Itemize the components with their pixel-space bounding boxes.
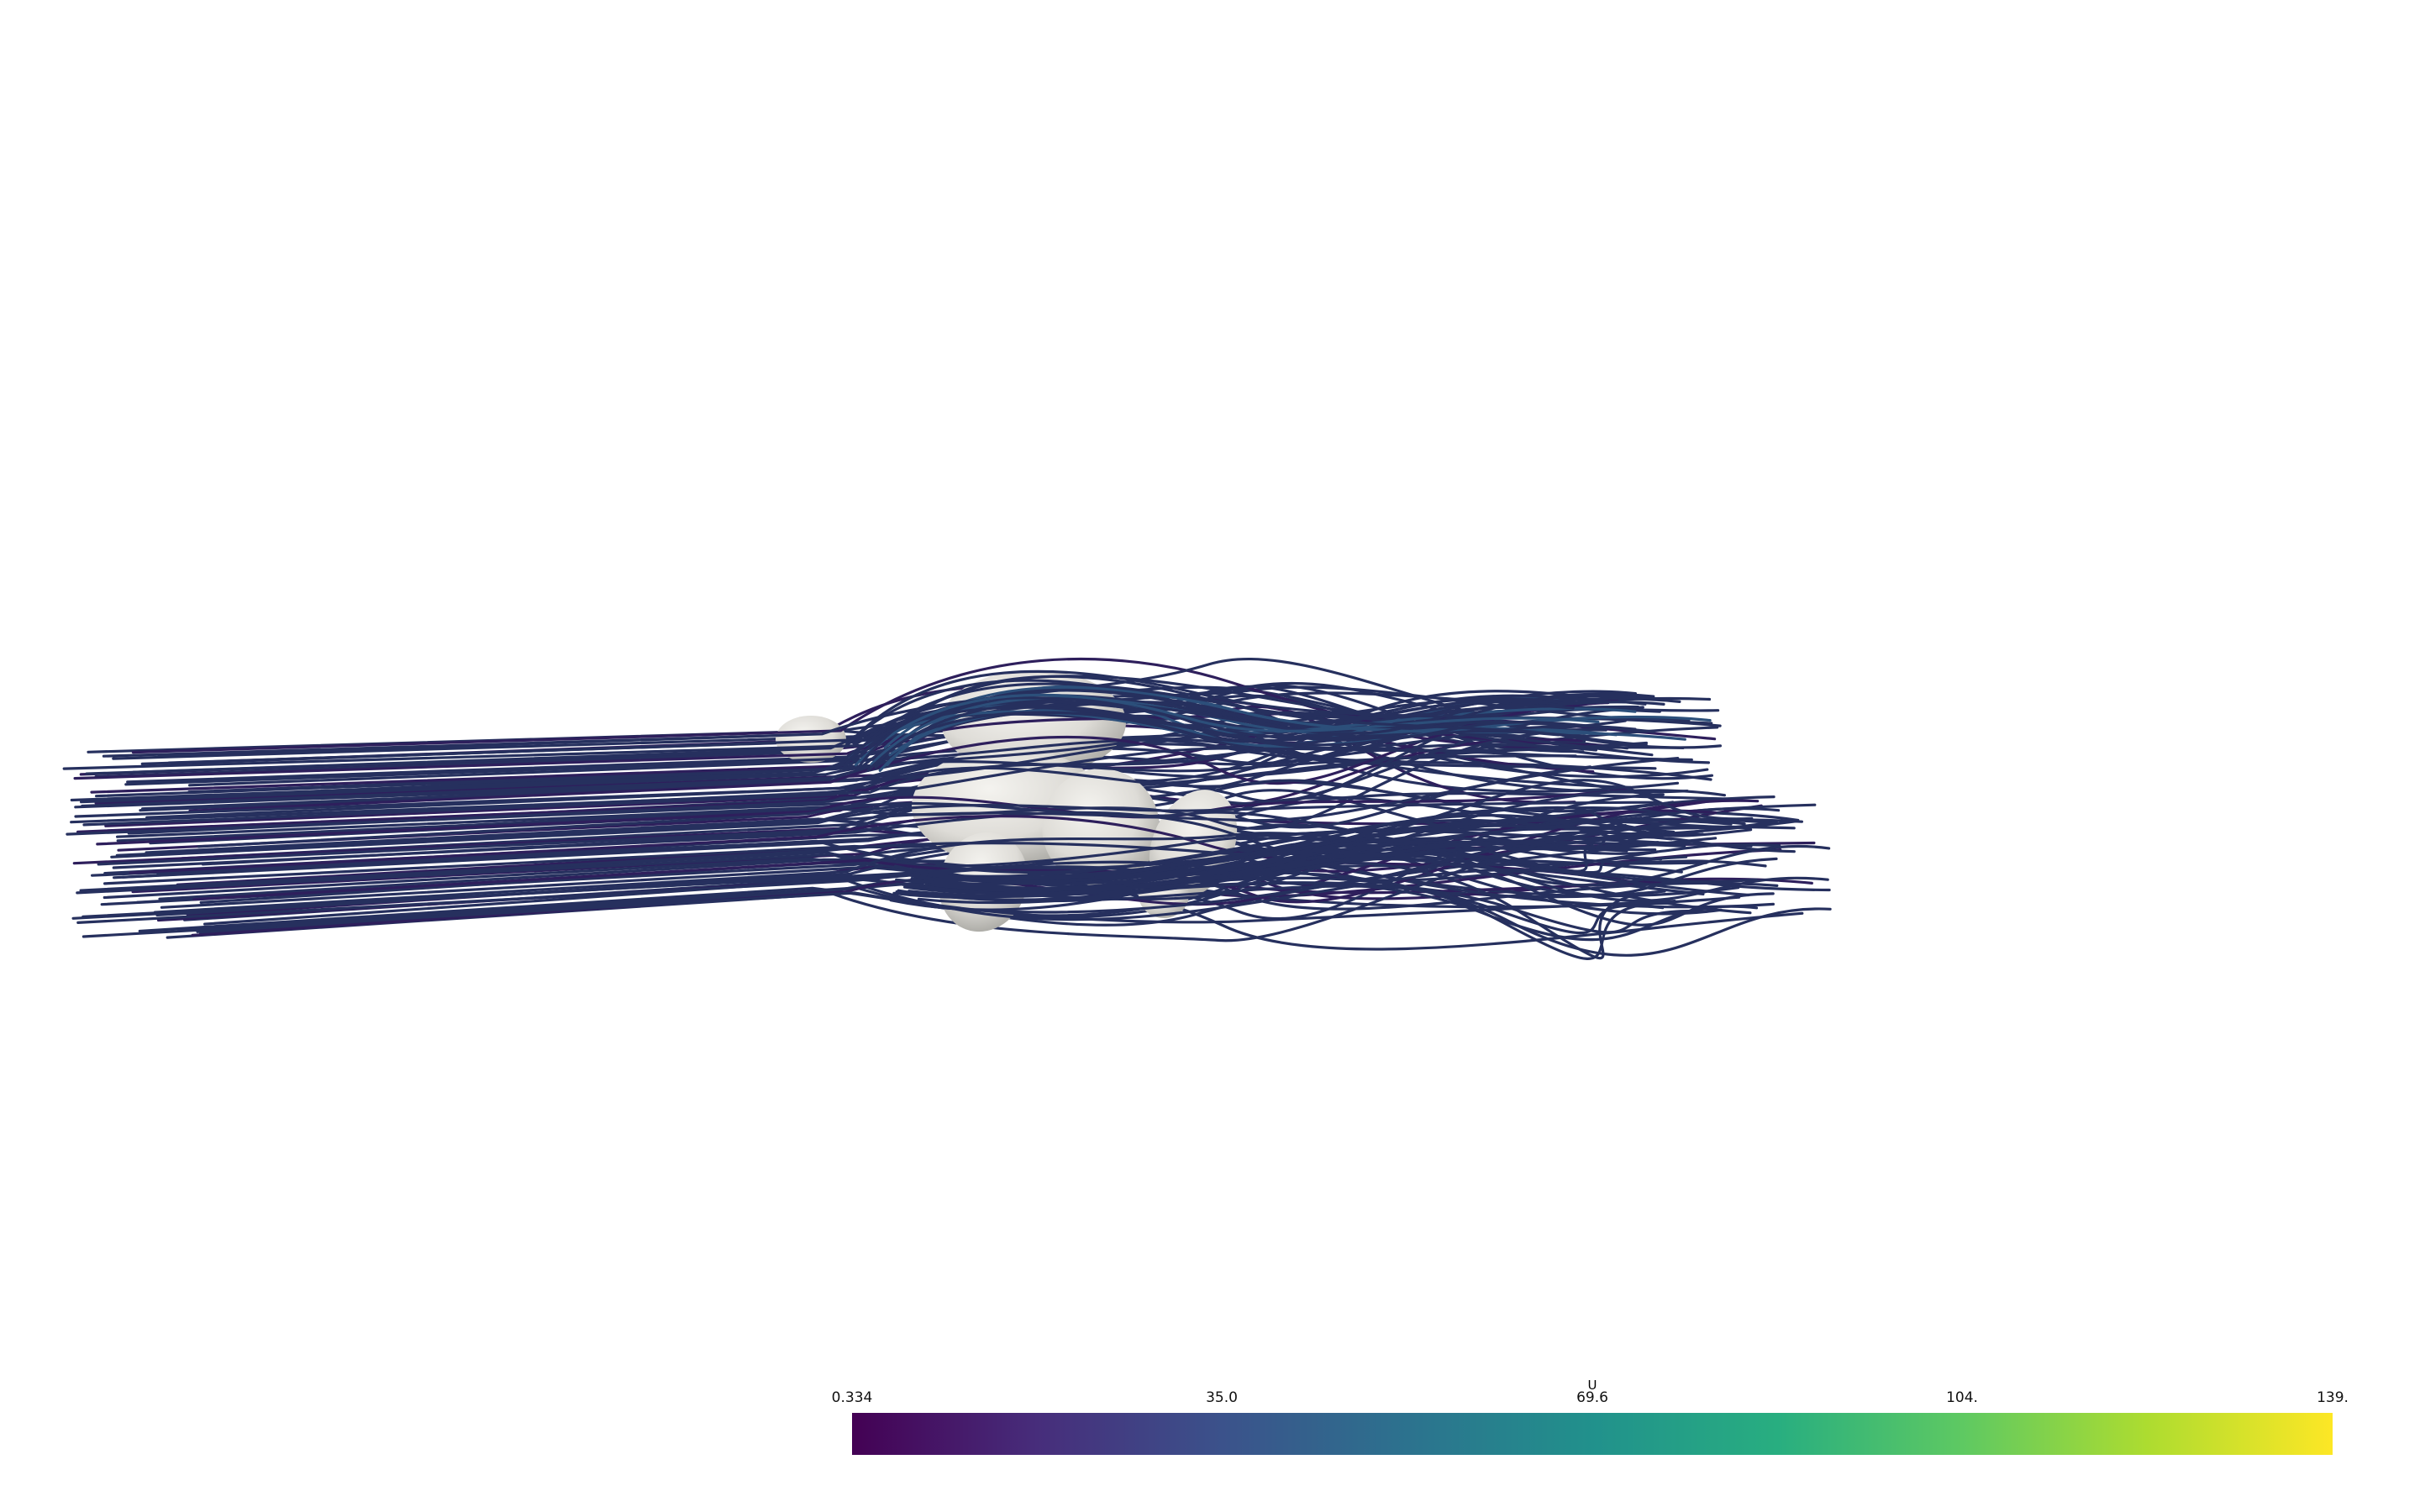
streamline <box>897 779 1754 901</box>
streamline <box>80 754 1577 804</box>
scalar-bar-gradient <box>852 1413 2333 1455</box>
scalar-bar-title: U <box>1587 1378 1597 1393</box>
streamline <box>851 696 1575 744</box>
streamline <box>921 885 1710 934</box>
streamline <box>110 801 1659 858</box>
scalar-bar-tick-1: 35.0 <box>1206 1389 1238 1406</box>
streamline <box>910 832 1704 880</box>
streamline <box>170 757 1680 853</box>
streamline <box>124 738 1657 786</box>
streamline <box>918 876 1832 957</box>
streamline <box>112 811 1775 909</box>
streamline <box>893 844 1831 887</box>
scalar-bar-tick-3: 104. <box>1946 1389 1978 1406</box>
streamline <box>895 881 1759 942</box>
streamline <box>917 830 1667 905</box>
scalar-bar-tick-2: 69.6 <box>1576 1389 1608 1406</box>
streamline <box>842 706 1560 761</box>
streamline <box>854 693 1600 767</box>
streamline <box>906 873 1665 935</box>
body-lobe-rear <box>1042 769 1160 886</box>
streamline <box>855 675 1582 772</box>
streamlines-front-group <box>62 657 1832 960</box>
streamline <box>919 806 1746 884</box>
streamline <box>930 836 1796 914</box>
body-lobe-left-small <box>776 716 846 763</box>
scalar-bar: U 0.334 35.0 69.6 104. 139. <box>832 1378 2349 1455</box>
streamline <box>127 741 1648 835</box>
scalar-bar-tick-min: 0.334 <box>831 1389 873 1406</box>
scalar-bar-tick-max: 139. <box>2317 1389 2349 1406</box>
